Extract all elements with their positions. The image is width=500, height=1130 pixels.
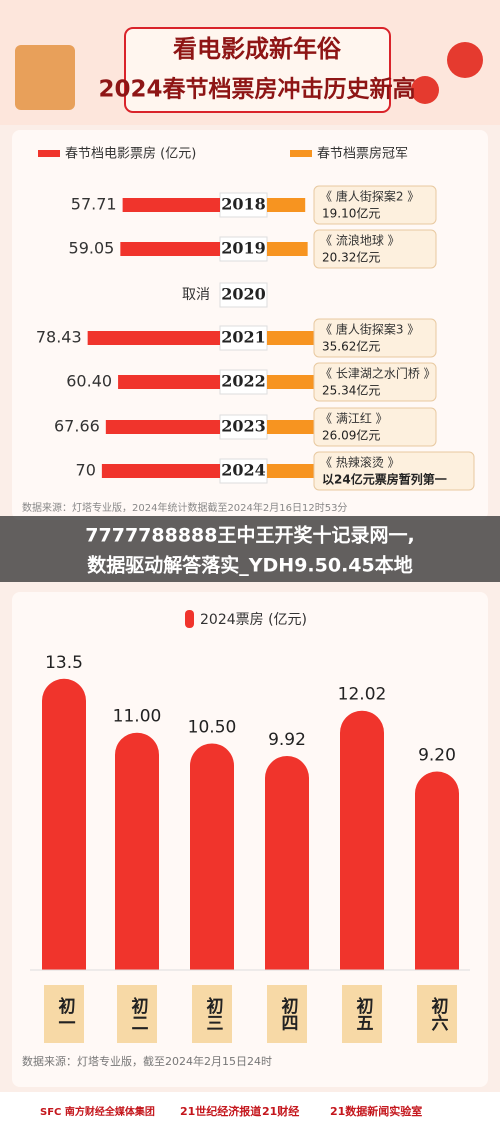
overlay-text: 数据驱动解答落实_YDH9.50.45本地 [87,554,412,577]
value-label: 12.02 [338,685,387,705]
category-label: 2022 [221,372,266,391]
category-label: 2020 [221,285,266,304]
value-label: 60.40 [66,372,112,391]
value-label: 19.10亿元 [322,206,380,221]
value-label: 59.05 [69,239,115,258]
legend-label: 2024票房 (亿元) [200,612,307,628]
title-box [124,27,391,113]
year-box [219,369,268,395]
footer-logos: SFC 南方财经全媒体集团 21世纪经济报道 21财经 21数据新闻实验室 [40,1104,422,1118]
overlay-text: 7777788888王中王开奖十记录网一, [85,524,414,547]
bar [122,198,220,212]
bar [340,710,384,970]
legend-swatch [290,150,312,157]
annotation-box [313,318,437,358]
bar [267,198,306,212]
category-box [44,985,84,1043]
footer-logo: 21财经 [262,1104,299,1118]
popcorn-icon [15,45,75,110]
bar [265,756,309,970]
lantern [411,76,439,104]
bar [105,420,220,434]
film-name: 《 长津湖之水门桥 》 [320,366,436,381]
source-note: 数据来源：灯塔专业版，截至2024年2月15日24时 [22,1054,272,1068]
title-line1: 看电影成新年俗 [173,35,342,63]
value-label: 67.66 [54,417,100,436]
overlay-banner [0,516,500,582]
category-box [267,985,307,1043]
footer-logo: SFC 南方财经全媒体集团 [40,1105,155,1118]
category-label: 2019 [221,239,266,258]
annotation-box [313,229,437,269]
annotation-box [313,407,437,447]
bar [267,375,318,389]
legend-swatch [185,610,194,628]
value-label: 35.62亿元 [322,339,380,354]
legend-label: 春节档电影票房 (亿元) [65,146,196,162]
bar [87,331,220,345]
value-label: 9.20 [418,746,456,766]
bar [115,732,159,970]
annotation-box [313,362,437,402]
category-label: 初六 [428,996,449,1032]
bar [120,242,220,256]
footer-logo: 21世纪经济报道 [180,1104,261,1118]
value-label: 78.43 [36,328,82,347]
source-note: 数据来源：灯塔专业版，2024年统计数据截至2024年2月16日12时53分 [22,501,347,514]
value-label: 11.00 [113,707,162,727]
bar [42,678,86,970]
legend-swatch [38,150,60,157]
year-box [219,325,268,351]
category-label: 初四 [278,996,299,1031]
category-label: 2021 [221,328,266,347]
bar [101,464,220,478]
value-label: 20.32亿元 [322,250,380,265]
bar [267,420,320,434]
category-label: 初二 [128,996,149,1031]
value-label: 57.71 [71,195,117,214]
value-label: 9.92 [268,730,306,750]
film-name: 《 唐人街探案3 》 [320,322,419,337]
value-label: 25.34亿元 [322,383,380,398]
bar [267,464,315,478]
lantern [447,42,483,78]
film-name: 《 热辣滚烫 》 [320,455,400,470]
value-label: 26.09亿元 [322,428,380,443]
category-label: 2024 [221,461,266,480]
bar [415,771,459,970]
category-label: 初一 [55,996,76,1031]
film-name: 《 唐人街探案2 》 [320,189,419,204]
value-label: 70 [76,461,96,480]
chart-1: 春节档电影票房 (亿元) 春节档票房冠军 2018 57.71 《 唐人街探案2 》 19… [22,146,475,514]
annotation-box [313,185,437,225]
legend-label: 春节档票房冠军 [317,146,408,162]
category-box [192,985,232,1043]
category-box [342,985,382,1043]
bar [190,743,234,970]
category-box [117,985,157,1043]
footer-logo: 21数据新闻实验室 [330,1104,422,1118]
category-label: 2023 [221,417,266,436]
bar [118,375,220,389]
footer [0,1092,500,1130]
category-label: 初三 [203,996,224,1031]
value-label: 13.5 [45,653,83,673]
title-line2: 2024春节档票房冲击历史新高 [98,76,415,103]
year-box [219,282,268,308]
value-label: 以24亿元票房暂列第一 [322,472,447,487]
film-name: 《 流浪地球 》 [320,233,400,248]
film-name: 《 满江红 》 [320,411,388,426]
chart-2: 2024票房 (亿元) 13.5 初一 11.00 初二 10.50 初三 9.92 初四 12.… [22,610,470,1068]
value-label: 10.50 [188,718,237,738]
category-label: 2018 [221,195,266,214]
category-box [417,985,457,1043]
category-label: 初五 [353,996,374,1031]
bar [267,242,308,256]
annotation-box [313,451,475,491]
value-label: 取消 [182,287,210,303]
